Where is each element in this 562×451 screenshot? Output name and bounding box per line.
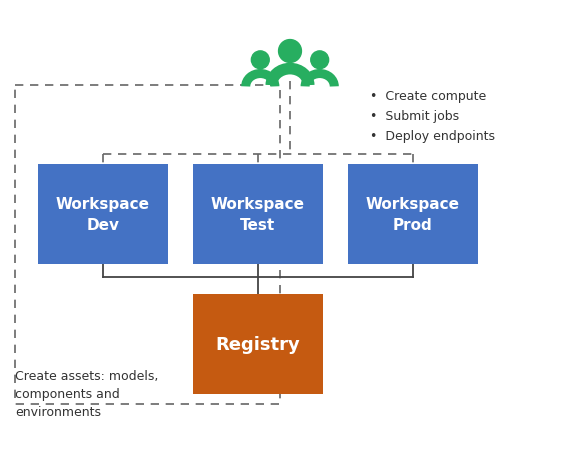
Text: •  Deploy endpoints: • Deploy endpoints (370, 130, 495, 143)
Text: Workspace
Test: Workspace Test (211, 197, 305, 232)
Text: •  Create compute: • Create compute (370, 90, 486, 103)
Circle shape (311, 52, 329, 69)
FancyBboxPatch shape (38, 165, 168, 264)
Text: Workspace
Dev: Workspace Dev (56, 197, 150, 232)
Circle shape (279, 41, 301, 63)
Circle shape (251, 52, 269, 69)
FancyBboxPatch shape (348, 165, 478, 264)
Bar (15, 86, 280, 404)
Text: Create assets: models,
components and
environments: Create assets: models, components and en… (15, 369, 158, 418)
Text: Workspace
Prod: Workspace Prod (366, 197, 460, 232)
Text: Registry: Registry (216, 335, 300, 353)
Text: •  Submit jobs: • Submit jobs (370, 110, 459, 123)
FancyBboxPatch shape (193, 165, 323, 264)
FancyBboxPatch shape (193, 295, 323, 394)
